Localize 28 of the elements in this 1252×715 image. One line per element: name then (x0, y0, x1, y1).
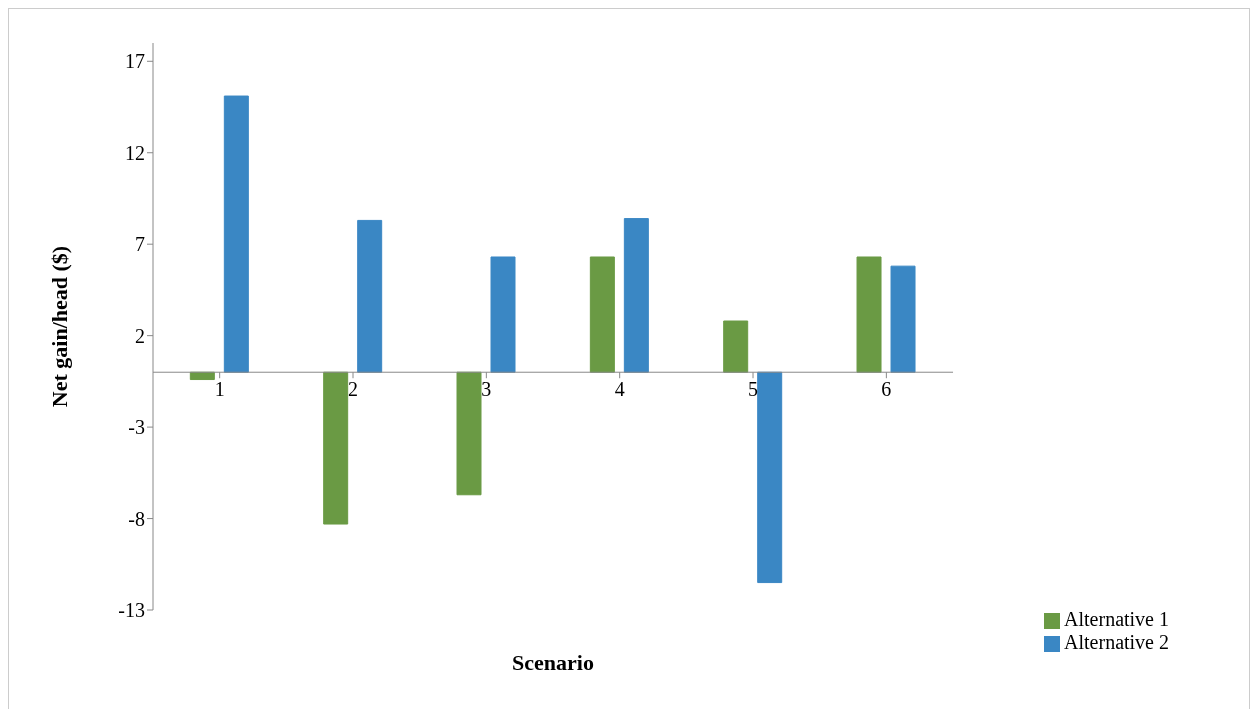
x-tick-label: 2 (348, 378, 359, 401)
bar (323, 371, 349, 525)
bar (623, 218, 649, 373)
bar (456, 371, 482, 496)
bar (723, 320, 749, 373)
y-tick-label: -13 (118, 599, 145, 622)
y-tick-label: 17 (125, 50, 145, 73)
y-tick-label: 2 (135, 324, 145, 347)
legend-label: Alternative 1 (1064, 608, 1169, 630)
x-tick-label: 5 (748, 378, 759, 401)
x-tick-label: 1 (214, 378, 225, 401)
bar (856, 256, 882, 373)
bar (890, 265, 916, 373)
y-tick-label: 12 (125, 141, 145, 164)
y-tick-label: -8 (128, 507, 145, 530)
y-tick-label: -3 (128, 416, 145, 439)
x-tick-label: 6 (881, 378, 892, 401)
x-tick-label: 3 (481, 378, 492, 401)
bar (589, 256, 615, 373)
y-tick-label: 7 (135, 233, 145, 256)
bar (357, 219, 383, 373)
bar (223, 95, 249, 373)
y-axis-title: Net gain/head ($) (46, 245, 72, 408)
legend-label: Alternative 2 (1064, 631, 1169, 653)
bar (757, 371, 783, 584)
x-tick-label: 4 (614, 378, 625, 401)
bar (490, 256, 516, 373)
x-axis-title: Scenario (512, 650, 594, 675)
